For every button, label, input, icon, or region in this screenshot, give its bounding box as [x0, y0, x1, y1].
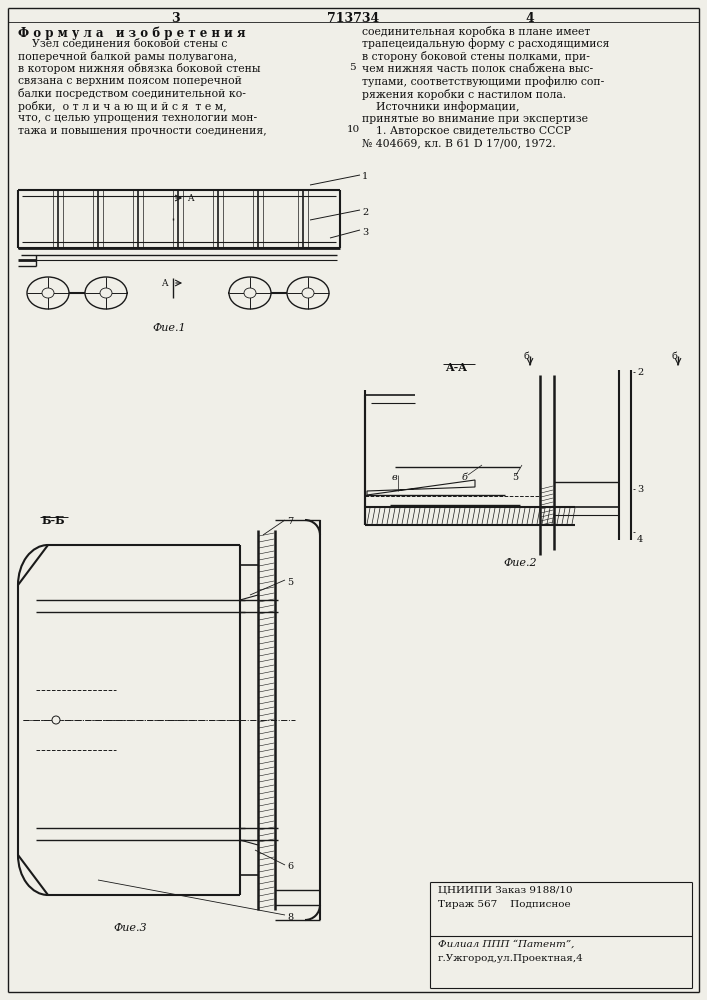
Text: трапецеидальную форму с расходящимися: трапецеидальную форму с расходящимися — [362, 38, 609, 49]
Text: Б-Б: Б-Б — [42, 515, 66, 526]
Text: 3: 3 — [170, 12, 180, 25]
Text: 6: 6 — [287, 862, 293, 871]
Text: соединительная коробка в плане имеет: соединительная коробка в плане имеет — [362, 26, 590, 37]
Text: 5: 5 — [287, 578, 293, 587]
Text: связана с верхним поясом поперечной: связана с верхним поясом поперечной — [18, 76, 242, 86]
Text: 1: 1 — [362, 172, 368, 181]
Text: Фие.3: Фие.3 — [113, 923, 147, 933]
Text: Ф о р м у л а   и з о б р е т е н и я: Ф о р м у л а и з о б р е т е н и я — [18, 26, 245, 39]
Text: 1. Авторское свидетельство СССР: 1. Авторское свидетельство СССР — [362, 126, 571, 136]
Text: ЦНИИПИ Заказ 9188/10: ЦНИИПИ Заказ 9188/10 — [438, 886, 573, 895]
Text: 2: 2 — [362, 208, 368, 217]
Text: тупами, соответствующими профилю соп-: тупами, соответствующими профилю соп- — [362, 76, 604, 87]
Text: в: в — [392, 473, 397, 482]
Text: 713734: 713734 — [327, 12, 379, 25]
Text: Источники информации,: Источники информации, — [362, 101, 520, 112]
Text: 5: 5 — [349, 63, 356, 72]
Ellipse shape — [42, 288, 54, 298]
Text: Фие.2: Фие.2 — [503, 558, 537, 568]
Text: ряжения коробки с настилом пола.: ряжения коробки с настилом пола. — [362, 89, 566, 100]
Ellipse shape — [100, 288, 112, 298]
Text: A-A: A-A — [445, 362, 467, 373]
Text: б: б — [462, 473, 468, 482]
Ellipse shape — [85, 277, 127, 309]
Text: A: A — [161, 279, 168, 288]
Text: 5: 5 — [512, 473, 518, 482]
Ellipse shape — [229, 277, 271, 309]
Text: б: б — [523, 352, 529, 361]
Text: № 404669, кл. В 61 D 17/00, 1972.: № 404669, кл. В 61 D 17/00, 1972. — [362, 138, 556, 148]
Text: в котором нижняя обвязка боковой стены: в котором нижняя обвязка боковой стены — [18, 63, 260, 74]
Text: A: A — [187, 194, 194, 203]
Ellipse shape — [287, 277, 329, 309]
Text: Тираж 567    Подписное: Тираж 567 Подписное — [438, 900, 571, 909]
Text: тажа и повышения прочности соединения,: тажа и повышения прочности соединения, — [18, 125, 267, 135]
Text: 8: 8 — [287, 913, 293, 922]
Text: в сторону боковой стены полками, при-: в сторону боковой стены полками, при- — [362, 51, 590, 62]
Text: 2: 2 — [637, 368, 643, 377]
Text: 10: 10 — [347, 125, 361, 134]
Text: 4: 4 — [637, 535, 643, 544]
Ellipse shape — [302, 288, 314, 298]
Text: б: б — [671, 352, 677, 361]
Text: робки,  о т л и ч а ю щ и й с я  т е м,: робки, о т л и ч а ю щ и й с я т е м, — [18, 101, 227, 111]
Text: балки посредством соединительной ко-: балки посредством соединительной ко- — [18, 88, 246, 99]
Text: что, с целью упрощения технологии мон-: что, с целью упрощения технологии мон- — [18, 113, 257, 123]
Text: 3: 3 — [362, 228, 368, 237]
Polygon shape — [367, 480, 475, 495]
Text: 7: 7 — [287, 517, 293, 526]
Text: Узел соединения боковой стены с: Узел соединения боковой стены с — [18, 38, 228, 49]
Text: принятые во внимание при экспертизе: принятые во внимание при экспертизе — [362, 113, 588, 123]
Ellipse shape — [244, 288, 256, 298]
Text: поперечной балкой рамы полувагона,: поперечной балкой рамы полувагона, — [18, 50, 237, 62]
Circle shape — [52, 716, 60, 724]
Text: чем нижняя часть полок снабжена выс-: чем нижняя часть полок снабжена выс- — [362, 64, 593, 74]
Text: 4: 4 — [525, 12, 534, 25]
Text: Филиал ППП “Патент”,: Филиал ППП “Патент”, — [438, 940, 574, 949]
Text: г.Ужгород,ул.Проектная,4: г.Ужгород,ул.Проектная,4 — [438, 954, 584, 963]
Text: 3: 3 — [637, 485, 643, 494]
Text: Фие.1: Фие.1 — [152, 323, 186, 333]
Ellipse shape — [27, 277, 69, 309]
